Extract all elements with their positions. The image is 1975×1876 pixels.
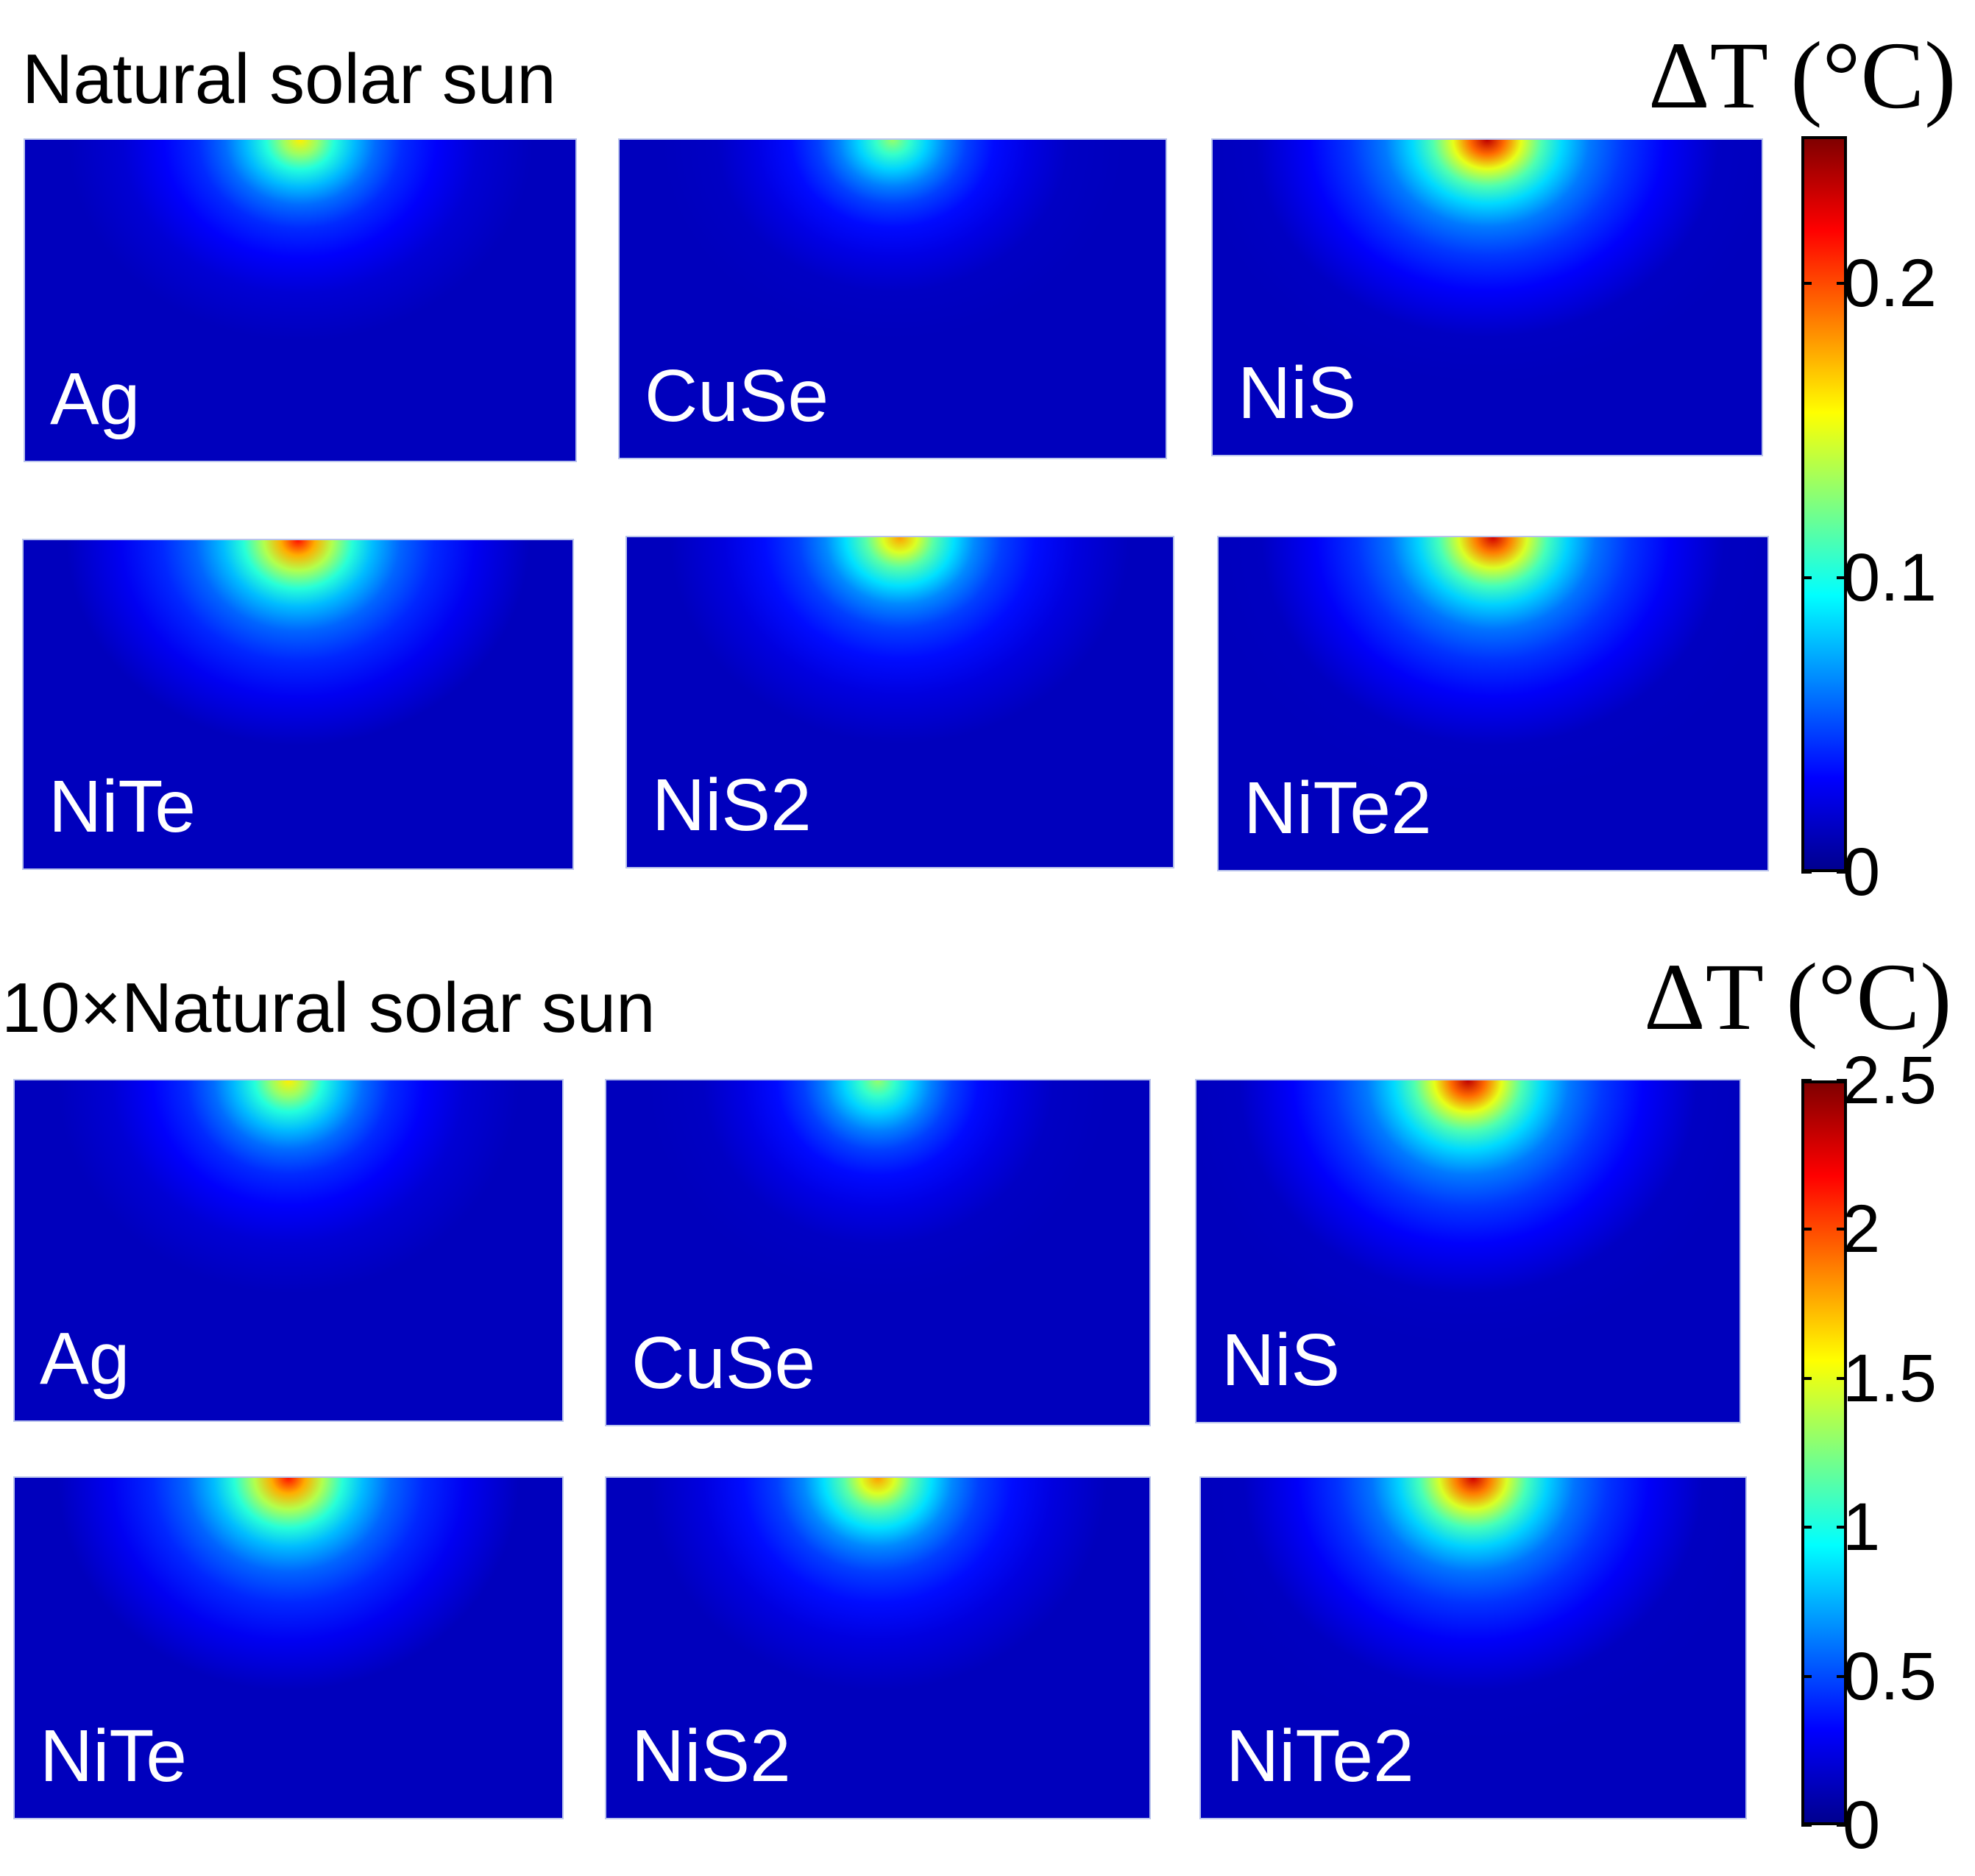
colorbar-tick-right <box>1837 1228 1847 1231</box>
panel-label: NiTe <box>49 765 196 848</box>
colorbar-tick-label: 0 <box>1843 1788 1881 1863</box>
colorbar-tick-left <box>1801 282 1812 285</box>
panel-label: NiS2 <box>652 764 812 846</box>
colorbar-tick-right <box>1837 282 1847 285</box>
colorbar-unit-label-bottom: ΔT (°C) <box>1644 944 1952 1050</box>
colorbar-tick-left <box>1801 1526 1812 1529</box>
heatmap-panel: NiTe2 <box>1199 1476 1747 1819</box>
colorbar-tick-left <box>1801 1824 1812 1827</box>
panel-label: CuSe <box>631 1322 816 1404</box>
panel-label: NiTe2 <box>1226 1715 1414 1797</box>
colorbar-tick-label: 0.1 <box>1843 540 1937 615</box>
heatmap-panel: Ag <box>13 1079 564 1422</box>
colorbar-tick-label: 1.5 <box>1843 1340 1937 1416</box>
heatmap-panel: NiS2 <box>605 1476 1151 1819</box>
section-title-10x-text: 10×Natural solar sun <box>1 969 656 1047</box>
panel-label: Ag <box>50 358 141 440</box>
colorbar-tick-label: 0 <box>1843 835 1881 910</box>
colorbar-tick-label: 2 <box>1843 1192 1881 1267</box>
colorbar-tick-left <box>1801 1228 1812 1231</box>
colorbar-bottom <box>1801 1080 1847 1825</box>
heatmap-panel: NiTe <box>22 539 574 870</box>
panel-label: NiS2 <box>631 1715 791 1797</box>
colorbar-tick-right <box>1837 1079 1847 1082</box>
heatmap-panel: NiTe <box>13 1476 564 1819</box>
panel-label: Ag <box>40 1317 130 1400</box>
heatmap-panel: NiS <box>1211 138 1763 456</box>
colorbar-tick-left <box>1801 1376 1812 1380</box>
colorbar-tick-right <box>1837 1526 1847 1529</box>
colorbar-tick-label: 2.5 <box>1843 1043 1937 1118</box>
colorbar-tick-left <box>1801 871 1812 874</box>
colorbar-tick-right <box>1837 1824 1847 1827</box>
colorbar-tick-right <box>1837 1674 1847 1678</box>
panel-label: NiTe <box>40 1715 188 1797</box>
section-title-natural: Natural solar sun <box>22 40 556 118</box>
panel-label: CuSe <box>645 355 829 437</box>
colorbar-tick-label: 0.2 <box>1843 246 1937 321</box>
colorbar-tick-left <box>1801 1674 1812 1678</box>
heatmap-panel: NiS <box>1195 1079 1741 1423</box>
colorbar-tick-right <box>1837 1376 1847 1380</box>
colorbar-tick-label: 0.5 <box>1843 1638 1937 1714</box>
colorbar-top <box>1801 136 1847 872</box>
colorbar-tick-label: 1 <box>1843 1490 1881 1565</box>
colorbar-tick-right <box>1837 576 1847 579</box>
colorbar-unit-label-top: ΔT (°C) <box>1648 23 1957 129</box>
heatmap-panel: NiTe2 <box>1217 536 1769 871</box>
colorbar-tick-left <box>1801 1079 1812 1082</box>
colorbar-tick-right <box>1837 871 1847 874</box>
heatmap-panel: CuSe <box>618 138 1167 459</box>
section-title-10x: 10×Natural solar sun <box>1 973 656 1044</box>
colorbar-tick-left <box>1801 576 1812 579</box>
panel-label: NiTe2 <box>1244 767 1432 849</box>
heatmap-panel: NiS2 <box>625 536 1174 868</box>
panel-label: NiS <box>1221 1319 1341 1401</box>
heatmap-panel: Ag <box>24 138 577 462</box>
panel-label: NiS <box>1238 352 1357 434</box>
heatmap-panel: CuSe <box>605 1079 1151 1426</box>
